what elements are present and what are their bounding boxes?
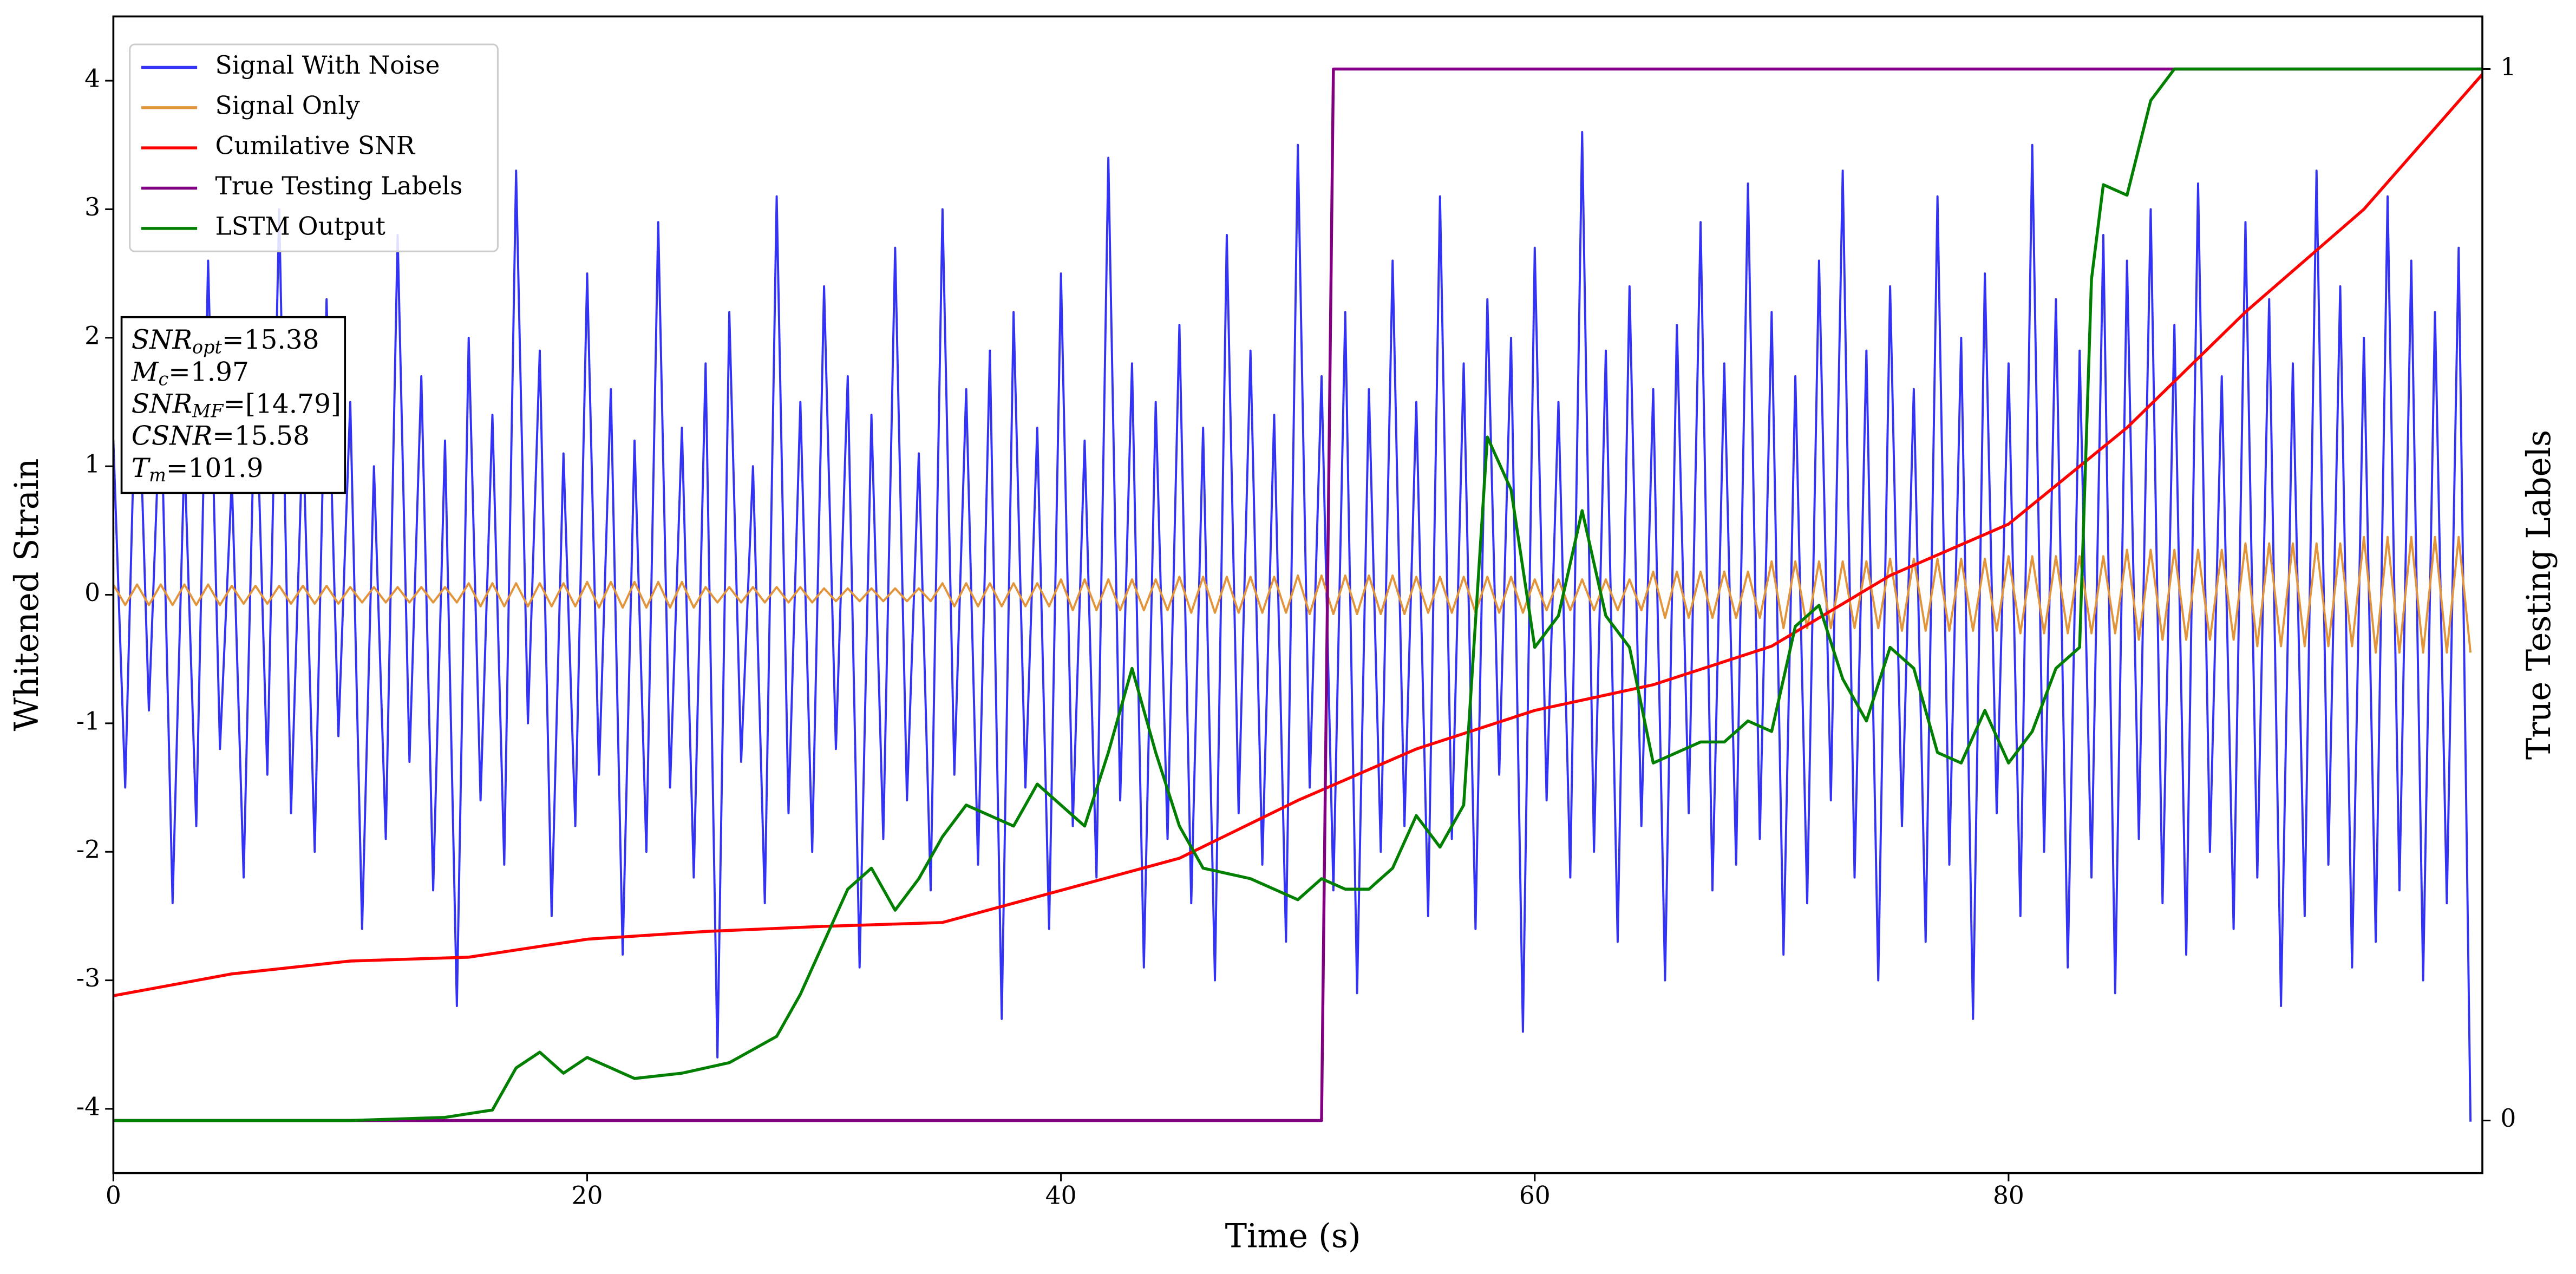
annotation-value: =15.38 [222, 325, 319, 355]
annotation-line: SNRMF=[14.79] [132, 389, 341, 422]
y-tick-label: -4 [76, 1092, 100, 1121]
x-axis-label: Time (s) [1225, 1218, 1361, 1256]
annotation-value: =1.97 [168, 357, 249, 387]
y-tick-label: 4 [84, 64, 100, 93]
y-axis-label: Whitened Strain [8, 459, 46, 731]
y-tick-label: -3 [76, 964, 100, 992]
annotation-line: CSNR=15.58 [132, 421, 310, 451]
series-line [113, 131, 2472, 1122]
y-tick-label: -1 [76, 707, 100, 735]
series-line [113, 535, 2472, 654]
annotation-symbol: SNR [132, 389, 192, 419]
x-tick-label: 40 [1045, 1181, 1077, 1210]
annotation: SNRopt=15.38Mc=1.97SNRMF=[14.79]CSNR=15.… [120, 316, 346, 494]
y-tick-label: 1 [84, 450, 100, 479]
annotation-symbol: SNR [132, 325, 192, 355]
x-tick-label: 60 [1519, 1181, 1551, 1210]
legend-label: True Testing Labels [215, 172, 463, 200]
legend-label: Signal With Noise [215, 51, 440, 80]
legend-label: LSTM Output [215, 212, 385, 240]
annotation-subscript: MF [192, 401, 224, 422]
series-line [113, 73, 2483, 997]
x-tick-label: 0 [106, 1181, 121, 1210]
annotation-line: Mc=1.97 [131, 357, 249, 390]
y-tick-label: 0 [84, 578, 100, 607]
y-tick-label: -2 [76, 835, 100, 864]
x-tick-label: 80 [1993, 1181, 2024, 1210]
legend-label: Cumilative SNR [215, 132, 416, 160]
series-line [113, 67, 2483, 1122]
series-line [113, 67, 2483, 1122]
annotation-subscript: c [158, 369, 168, 390]
annotation-symbol: M [131, 357, 159, 387]
annotation-value: =[14.79] [223, 389, 341, 419]
annotation-frame [120, 316, 346, 494]
y2-axis-label: True Testing Labels [2520, 430, 2558, 760]
plot-area [113, 67, 2483, 1122]
annotation-line: SNRopt=15.38 [132, 325, 319, 358]
legend-label: Signal Only [215, 91, 360, 120]
y2-tick-label: 0 [2500, 1104, 2516, 1133]
y2-tick-label: 1 [2500, 53, 2516, 81]
legend: Signal With Noise Signal Only Cumilative S… [129, 43, 499, 252]
annotation-subscript: m [149, 465, 166, 486]
annotation-subscript: opt [192, 336, 222, 357]
annotation-value: =101.9 [166, 453, 264, 483]
annotation-value: =15.58 [212, 421, 310, 451]
annotation-symbol: T [132, 453, 151, 483]
y-tick-label: 3 [84, 193, 100, 221]
legend-frame [129, 43, 499, 252]
annotation-symbol: CSNR [132, 421, 212, 451]
x-tick-label: 20 [572, 1181, 603, 1210]
y-tick-label: 2 [84, 321, 100, 350]
annotation-line: Tm=101.9 [132, 453, 264, 486]
